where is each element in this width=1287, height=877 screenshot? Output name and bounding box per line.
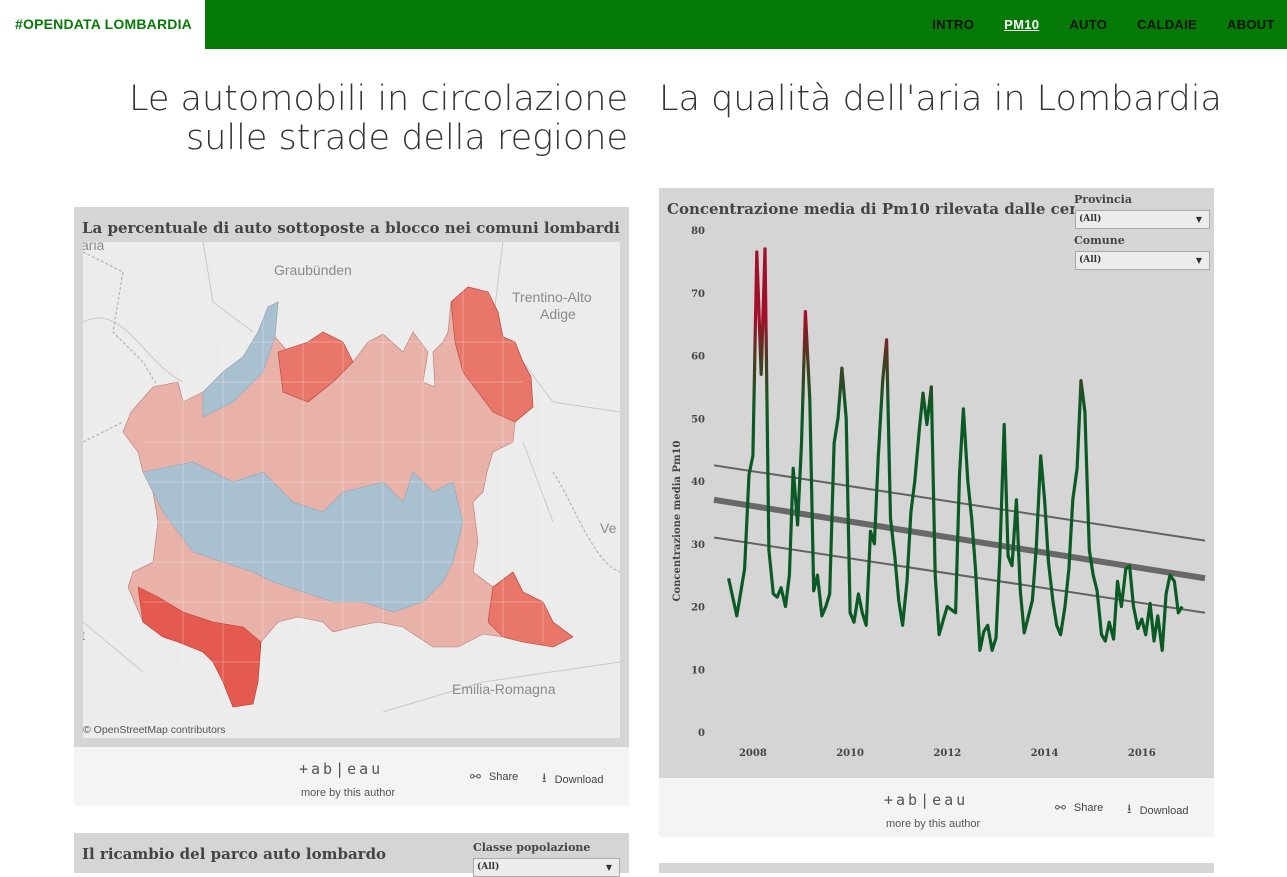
region-label-emilia: Emilia-Romagna xyxy=(452,681,556,697)
comune-filter-label: Comune xyxy=(1074,234,1125,247)
chevron-down-icon: ▼ xyxy=(1195,255,1202,265)
heading-qualita-aria: La qualità dell'aria in Lombardia xyxy=(659,79,1222,119)
x-tick-label: 2014 xyxy=(1031,748,1059,759)
nav-link-intro[interactable]: INTRO xyxy=(932,17,975,32)
lombardia-map[interactable]: aria Graubünden Trentino-Alto Adige Ve t… xyxy=(83,242,620,738)
pm10-line-chart[interactable]: 0 10 20 30 40 50 60 70 80 2008 2010 2012 2014 2016 C… xyxy=(659,218,1214,763)
share-label: Share xyxy=(1073,802,1104,814)
nav-links: INTRO PM10 AUTO CALDAIE ABOUT xyxy=(902,0,1287,49)
region-label-partial-left: aria xyxy=(83,242,105,253)
nav-link-auto[interactable]: AUTO xyxy=(1069,17,1108,32)
brand-logo[interactable]: #OPENDATA LOMBARDIA xyxy=(0,0,205,49)
pm10-series-line xyxy=(727,247,1184,652)
download-label: Download xyxy=(1139,805,1189,817)
y-tick-label: 60 xyxy=(691,352,705,363)
region-label-graubunden: Graubünden xyxy=(274,262,352,278)
chevron-down-icon: ▼ xyxy=(605,862,612,872)
x-tick-label: 2016 xyxy=(1128,748,1156,759)
nav-link-pm10[interactable]: PM10 xyxy=(1004,17,1040,32)
x-tick-label: 2010 xyxy=(836,748,864,759)
next-viz-partial xyxy=(659,863,1214,873)
more-by-author-link[interactable]: more by this author xyxy=(301,787,396,799)
chevron-down-icon: ▼ xyxy=(1195,214,1202,224)
download-label: Download xyxy=(554,774,604,786)
pm10-viz: Concentrazione media di Pm10 rilevata da… xyxy=(659,188,1214,778)
region-label-trentino: Trentino-Alto xyxy=(512,289,592,305)
comune-value: (All) xyxy=(1079,255,1102,265)
share-icon: ⚯ xyxy=(470,769,481,784)
share-button[interactable]: ⚯ Share xyxy=(470,769,518,785)
nav-link-caldaie[interactable]: CALDAIE xyxy=(1137,17,1197,32)
auto-viz-title: Il ricambio del parco auto lombardo xyxy=(82,845,387,863)
x-tick-label: 2008 xyxy=(739,748,767,759)
share-button[interactable]: ⚯ Share xyxy=(1055,800,1103,816)
tableau-logo[interactable]: +ab|eau xyxy=(884,791,969,809)
comune-dropdown[interactable]: (All) ▼ xyxy=(1075,251,1210,270)
download-icon: ⭳ xyxy=(1127,801,1132,816)
region-label-adige: Adige xyxy=(540,306,576,322)
y-tick-label: 30 xyxy=(691,540,705,551)
download-button[interactable]: ⭳ Download xyxy=(1127,800,1188,822)
map-credit[interactable]: © OpenStreetMap contributors xyxy=(83,724,226,736)
x-axis: 2008 2010 2012 2014 2016 xyxy=(739,748,1156,759)
y-axis: 0 10 20 30 40 50 60 70 80 xyxy=(691,226,705,739)
pm10-viz-title: Concentrazione media di Pm10 rilevata da… xyxy=(667,200,1075,218)
heading-automobili-line1: Le automobili in circolazione xyxy=(128,79,628,119)
series-lines xyxy=(727,247,1184,652)
classe-popolazione-label: Classe popolazione xyxy=(473,841,591,854)
y-tick-label: 50 xyxy=(691,414,705,425)
download-icon: ⭳ xyxy=(542,770,547,785)
heading-automobili: Le automobili in circolazione sulle stra… xyxy=(108,80,628,158)
provincia-value: (All) xyxy=(1079,214,1102,224)
pm10-viz-footer: +ab|eau more by this author ⚯ Share ⭳ Do… xyxy=(659,778,1214,837)
provincia-dropdown[interactable]: (All) ▼ xyxy=(1075,210,1210,229)
map-viz-title: La percentuale di auto sottoposte a bloc… xyxy=(82,219,620,237)
auto-viz: Il ricambio del parco auto lombardo Clas… xyxy=(74,833,629,877)
provincia-filter-label: Provincia xyxy=(1074,193,1132,206)
top-navbar: #OPENDATA LOMBARDIA INTRO PM10 AUTO CALD… xyxy=(0,0,1287,49)
y-axis-label: Concentrazione media Pm10 xyxy=(672,440,683,601)
classe-popolazione-value: (All) xyxy=(477,862,500,872)
y-tick-label: 80 xyxy=(691,226,705,237)
heading-automobili-line2: sulle strade della regione xyxy=(186,118,628,158)
classe-popolazione-dropdown[interactable]: (All) ▼ xyxy=(473,858,620,877)
nav-link-about[interactable]: ABOUT xyxy=(1227,17,1275,32)
y-tick-label: 20 xyxy=(691,603,705,614)
share-icon: ⚯ xyxy=(1055,800,1066,815)
download-button[interactable]: ⭳ Download xyxy=(542,769,603,791)
x-tick-label: 2012 xyxy=(933,748,961,759)
y-tick-label: 40 xyxy=(691,477,705,488)
region-label-veneto-partial: Ve xyxy=(600,520,617,536)
y-tick-label: 0 xyxy=(698,728,705,739)
region-label-partial-bottom-left: t xyxy=(83,627,85,643)
y-tick-label: 70 xyxy=(691,289,705,300)
tableau-logo[interactable]: +ab|eau xyxy=(299,760,384,778)
map-viz-footer: +ab|eau more by this author ⚯ Share ⭳ Do… xyxy=(74,747,629,806)
map-viz: La percentuale di auto sottoposte a bloc… xyxy=(74,207,629,747)
share-label: Share xyxy=(488,771,519,783)
more-by-author-link[interactable]: more by this author xyxy=(886,818,981,830)
y-tick-label: 10 xyxy=(691,665,705,676)
